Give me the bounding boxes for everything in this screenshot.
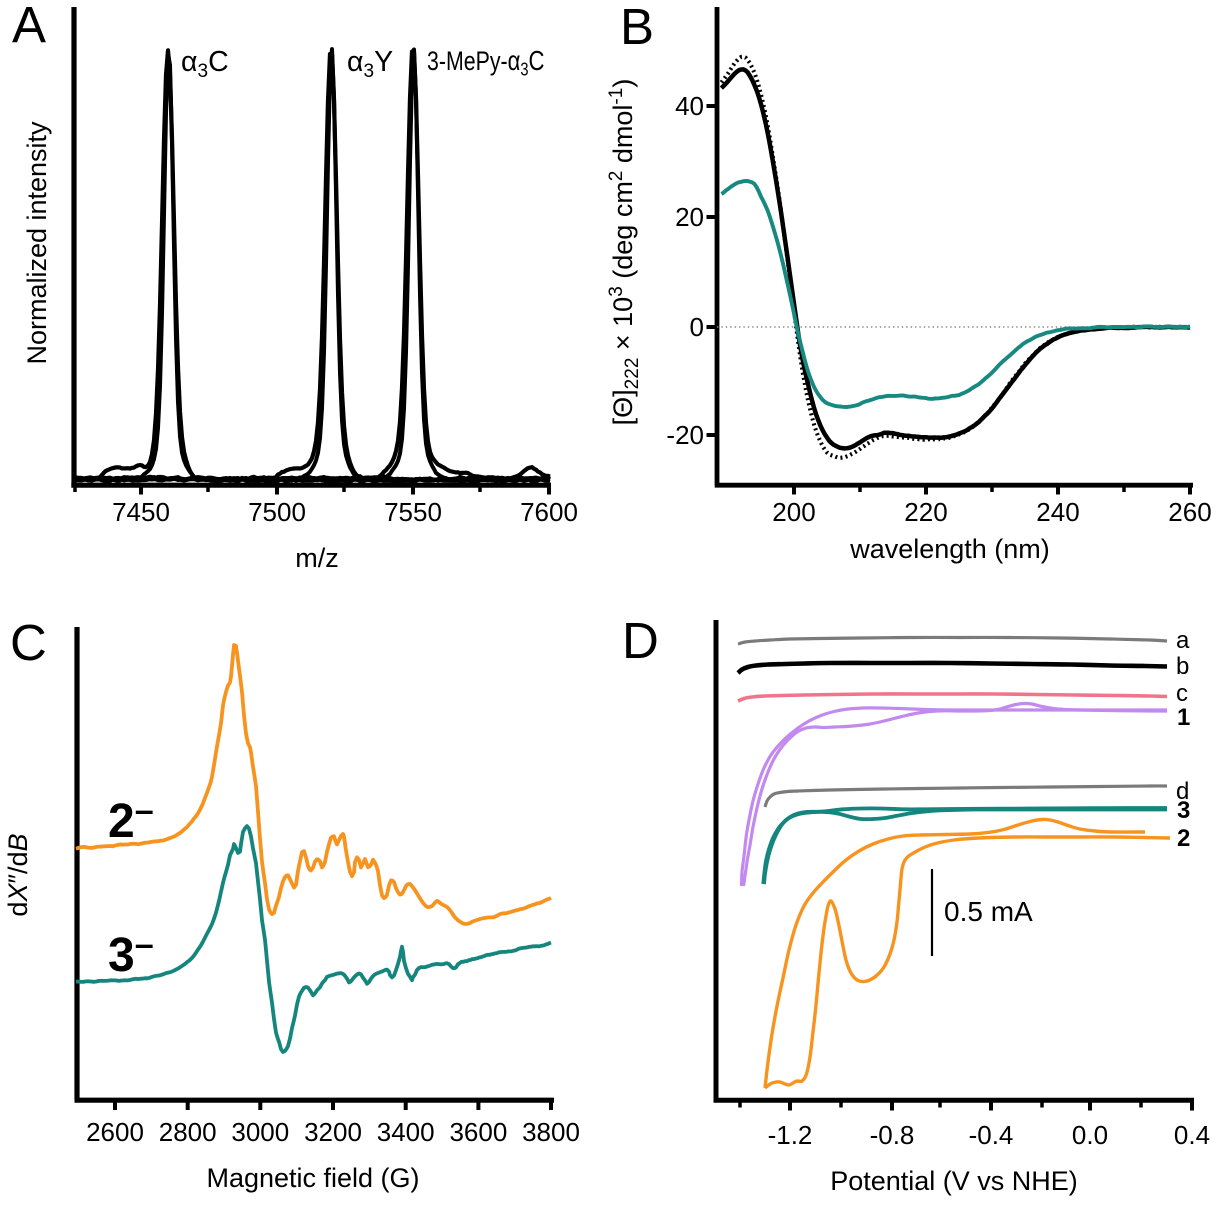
svg-text:3800: 3800	[522, 1117, 580, 1147]
svg-text:260: 260	[1168, 497, 1211, 527]
svg-text:d: d	[1176, 778, 1189, 805]
svg-text:b: b	[1176, 653, 1189, 680]
svg-text:B: B	[620, 0, 654, 55]
svg-text:m/z: m/z	[295, 543, 339, 573]
svg-text:0.4: 0.4	[1174, 1120, 1210, 1150]
svg-text:2600: 2600	[86, 1117, 144, 1147]
svg-text:3: 3	[1177, 797, 1190, 824]
svg-text:0.5 mA: 0.5 mA	[944, 896, 1033, 927]
svg-text:0.0: 0.0	[1072, 1120, 1108, 1150]
svg-text:-0.4: -0.4	[969, 1120, 1014, 1150]
svg-text:220: 220	[904, 497, 947, 527]
svg-text:-20: -20	[666, 420, 704, 450]
svg-text:-1.2: -1.2	[768, 1120, 813, 1150]
svg-text:7550: 7550	[384, 497, 442, 527]
svg-text:dX″/dB: dX″/dB	[3, 833, 33, 916]
svg-text:3600: 3600	[449, 1117, 507, 1147]
svg-text:D: D	[622, 612, 659, 669]
svg-text:7500: 7500	[248, 497, 306, 527]
svg-text:-0.8: -0.8	[870, 1120, 915, 1150]
svg-text:7600: 7600	[520, 497, 578, 527]
svg-text:3200: 3200	[304, 1117, 362, 1147]
svg-text:3000: 3000	[231, 1117, 289, 1147]
svg-text:20: 20	[675, 202, 704, 232]
svg-text:200: 200	[772, 497, 815, 527]
svg-text:1: 1	[1177, 704, 1190, 731]
svg-text:7450: 7450	[112, 497, 170, 527]
svg-text:2800: 2800	[159, 1117, 217, 1147]
svg-text:a: a	[1176, 627, 1190, 654]
svg-text:3400: 3400	[377, 1117, 435, 1147]
svg-text:wavelength (nm): wavelength (nm)	[849, 534, 1050, 564]
svg-text:Normalized intensity: Normalized intensity	[22, 121, 52, 365]
svg-text:0: 0	[690, 312, 704, 342]
svg-text:A: A	[12, 0, 46, 54]
svg-text:α3Y: α3Y	[347, 46, 393, 82]
svg-text:240: 240	[1036, 497, 1079, 527]
svg-text:C: C	[10, 614, 47, 671]
svg-text:c: c	[1176, 680, 1188, 707]
svg-text:40: 40	[675, 91, 704, 121]
svg-text:Magnetic field (G): Magnetic field (G)	[206, 1163, 419, 1193]
svg-text:Potential (V vs NHE): Potential (V vs NHE)	[830, 1166, 1078, 1196]
svg-text:2: 2	[1177, 825, 1190, 852]
